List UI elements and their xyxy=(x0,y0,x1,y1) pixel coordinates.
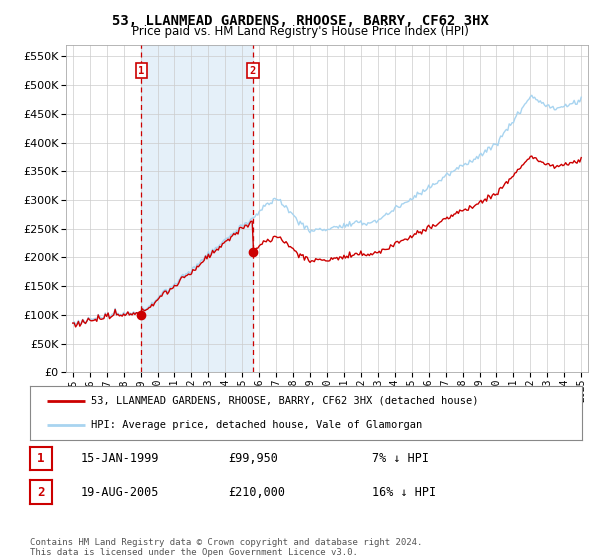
Text: 53, LLANMEAD GARDENS, RHOOSE, BARRY, CF62 3HX (detached house): 53, LLANMEAD GARDENS, RHOOSE, BARRY, CF6… xyxy=(91,396,478,406)
Text: £210,000: £210,000 xyxy=(228,486,285,499)
Text: 2: 2 xyxy=(250,66,256,76)
Text: £99,950: £99,950 xyxy=(228,452,278,465)
Bar xyxy=(141,45,253,372)
Text: 15-JAN-1999: 15-JAN-1999 xyxy=(81,452,160,465)
Text: Contains HM Land Registry data © Crown copyright and database right 2024.
This d: Contains HM Land Registry data © Crown c… xyxy=(30,538,422,557)
Text: Price paid vs. HM Land Registry's House Price Index (HPI): Price paid vs. HM Land Registry's House … xyxy=(131,25,469,38)
Text: 2: 2 xyxy=(37,486,45,499)
Text: 7% ↓ HPI: 7% ↓ HPI xyxy=(372,452,429,465)
Text: 53, LLANMEAD GARDENS, RHOOSE, BARRY, CF62 3HX: 53, LLANMEAD GARDENS, RHOOSE, BARRY, CF6… xyxy=(112,14,488,28)
Text: 1: 1 xyxy=(138,66,145,76)
Text: 16% ↓ HPI: 16% ↓ HPI xyxy=(372,486,436,499)
Text: 1: 1 xyxy=(37,452,45,465)
Text: 19-AUG-2005: 19-AUG-2005 xyxy=(81,486,160,499)
Text: HPI: Average price, detached house, Vale of Glamorgan: HPI: Average price, detached house, Vale… xyxy=(91,420,422,430)
